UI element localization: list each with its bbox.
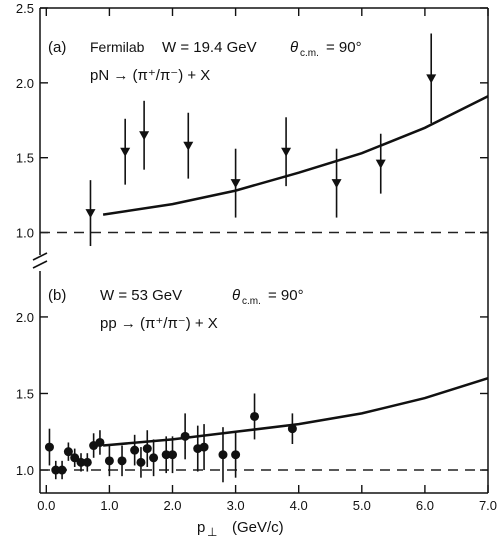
panel-a-data-point bbox=[120, 147, 131, 157]
x-axis-label-units: (GeV/c) bbox=[232, 519, 284, 536]
xtick-label: 4.0 bbox=[290, 498, 308, 513]
panel-b-data-points bbox=[44, 393, 297, 483]
xtick-label: 5.0 bbox=[353, 498, 371, 513]
panel-a-ytick-label: 2.5 bbox=[16, 1, 34, 16]
panel-b-theta-sub: c.m. bbox=[242, 296, 261, 307]
panel-a-data-point bbox=[281, 147, 292, 157]
panel-b-data-point bbox=[51, 465, 61, 475]
panel-b-data-point bbox=[44, 442, 54, 452]
panel-a-data-point bbox=[85, 209, 96, 219]
panel-b-angle: = 90° bbox=[268, 287, 304, 304]
panel-b-ytick-label: 1.0 bbox=[16, 463, 34, 478]
xtick-label: 7.0 bbox=[479, 498, 497, 513]
panel-a-energy: W = 19.4 GeV bbox=[162, 39, 257, 56]
panel-a-lab: Fermilab bbox=[90, 39, 145, 55]
panel-b-data-point bbox=[287, 424, 297, 434]
panel-b-theta: θ bbox=[232, 287, 240, 304]
axis-break-mark-upper bbox=[32, 252, 48, 261]
panel-b-data-point bbox=[104, 456, 114, 466]
panel-b-data-point bbox=[117, 456, 127, 466]
axis-break-mark-lower bbox=[32, 260, 48, 269]
panel-b-data-point bbox=[231, 450, 241, 460]
panel-b-data-point bbox=[76, 457, 86, 467]
panel-a-theta: θ bbox=[290, 39, 298, 56]
panel-b-data-point bbox=[142, 444, 152, 454]
panel-a-data-point bbox=[331, 179, 342, 189]
panel-a-data-point bbox=[139, 131, 150, 141]
panel-a-data-point bbox=[426, 74, 437, 84]
xtick-label: 3.0 bbox=[227, 498, 245, 513]
panel-a-y-ticks: 1.0 1.5 2.0 2.5 bbox=[16, 1, 488, 241]
panel-a-data-point bbox=[183, 141, 194, 151]
panel-b-theory-curve bbox=[102, 377, 489, 447]
panel-a: 1.0 1.5 2.0 2.5 (a) Fermilab W = 19.4 GeV θ… bbox=[16, 1, 489, 247]
panel-b-data-point bbox=[161, 450, 171, 460]
panel-b-label: (b) bbox=[48, 287, 66, 304]
panel-b-data-point bbox=[57, 465, 67, 475]
xtick-label: 2.0 bbox=[163, 498, 181, 513]
panel-b-ytick-label: 2.0 bbox=[16, 310, 34, 325]
panel-a-data-points bbox=[85, 33, 437, 247]
panel-b-data-point bbox=[180, 431, 190, 441]
panel-b-data-point bbox=[149, 453, 159, 463]
panel-a-theory-curve bbox=[102, 95, 489, 216]
plot-frame bbox=[32, 7, 489, 494]
panel-b-data-point bbox=[130, 445, 140, 455]
x-axis-label: p ⊥ (GeV/c) bbox=[197, 519, 284, 539]
panel-b-data-point bbox=[199, 442, 209, 452]
panel-a-ytick-label: 2.0 bbox=[16, 76, 34, 91]
panel-b-data-point bbox=[63, 447, 73, 457]
panel-a-data-point bbox=[375, 159, 386, 169]
panel-b-data-point bbox=[250, 411, 260, 421]
panel-b-data-point bbox=[70, 453, 80, 463]
panel-b-data-point bbox=[168, 450, 178, 460]
panel-b-data-point bbox=[136, 457, 146, 467]
xtick-label: 6.0 bbox=[416, 498, 434, 513]
panel-a-ytick-label: 1.0 bbox=[16, 226, 34, 241]
panel-b: 1.0 1.5 2.0 (b) W = 53 GeV θ c.m. = 90° pp… bbox=[16, 287, 489, 483]
x-axis-ticks: 0.0 1.0 2.0 3.0 4.0 5.0 6.0 7.0 bbox=[37, 8, 497, 513]
panel-a-label: (a) bbox=[48, 39, 66, 56]
panel-a-angle: = 90° bbox=[326, 39, 362, 56]
panel-a-ytick-label: 1.5 bbox=[16, 151, 34, 166]
panel-b-y-ticks: 1.0 1.5 2.0 bbox=[16, 310, 488, 478]
panel-b-reaction: pp → (π⁺/π⁻) + X bbox=[100, 315, 218, 332]
panel-a-theta-sub: c.m. bbox=[300, 48, 319, 59]
x-axis-label-sub: ⊥ bbox=[207, 525, 217, 539]
xtick-label: 1.0 bbox=[100, 498, 118, 513]
xtick-label: 0.0 bbox=[37, 498, 55, 513]
panel-b-data-point bbox=[95, 437, 105, 447]
panel-a-reaction: pN → (π⁺/π⁻) + X bbox=[90, 67, 210, 84]
panel-a-data-point bbox=[230, 179, 241, 189]
panel-b-ytick-label: 1.5 bbox=[16, 386, 34, 401]
panel-b-data-point bbox=[218, 450, 228, 460]
x-axis-label-main: p bbox=[197, 519, 205, 536]
panel-b-energy: W = 53 GeV bbox=[100, 287, 182, 304]
panel-b-data-point bbox=[82, 457, 92, 467]
